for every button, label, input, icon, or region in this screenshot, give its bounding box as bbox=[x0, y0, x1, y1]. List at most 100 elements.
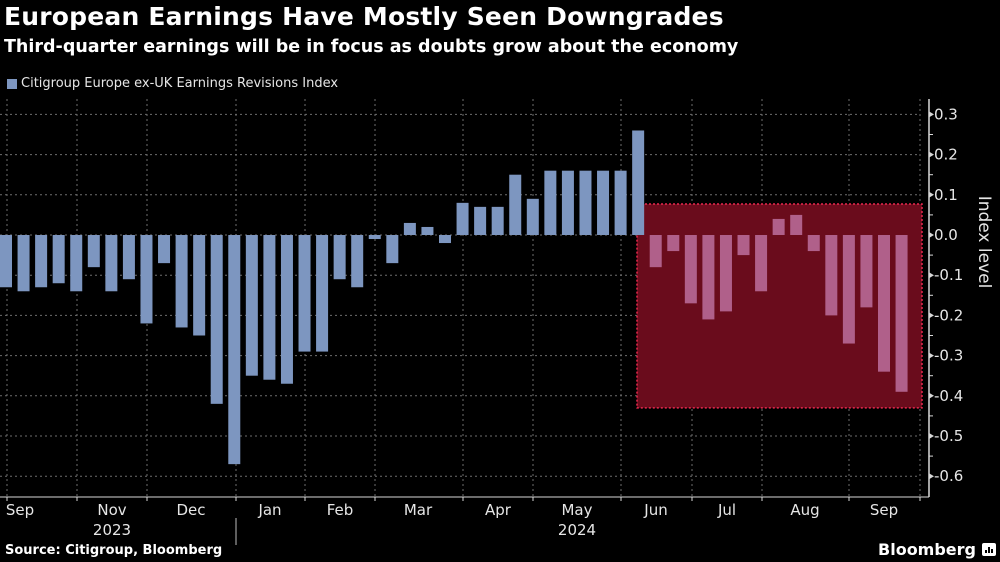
bar bbox=[316, 235, 329, 352]
bar bbox=[87, 235, 100, 268]
bar bbox=[719, 235, 732, 312]
bloomberg-logo: Bloomberg bbox=[878, 540, 976, 559]
y-tick bbox=[929, 352, 934, 359]
x-tick-label: Jan bbox=[257, 501, 281, 519]
y-tick bbox=[929, 111, 934, 118]
bar bbox=[860, 235, 873, 308]
bar bbox=[403, 222, 416, 235]
bar bbox=[122, 235, 135, 280]
x-tick-label: Sep bbox=[870, 501, 898, 519]
bar bbox=[105, 235, 118, 292]
source-note: Source: Citigroup, Bloomberg bbox=[5, 543, 223, 558]
y-tick-label: 0.1 bbox=[934, 186, 958, 204]
bar bbox=[35, 235, 48, 288]
x-tick-label: Apr bbox=[485, 501, 512, 519]
bar bbox=[807, 235, 820, 252]
y-tick bbox=[929, 473, 934, 480]
y-tick-label: -0.5 bbox=[934, 427, 963, 445]
highlight-region bbox=[636, 203, 923, 409]
bar bbox=[702, 235, 715, 320]
bar bbox=[439, 235, 451, 244]
bar bbox=[649, 235, 662, 268]
bar bbox=[210, 235, 223, 404]
bar bbox=[456, 202, 469, 235]
bar bbox=[474, 206, 487, 235]
y-axis-label: Index level bbox=[974, 196, 994, 289]
y-tick-label: -0.1 bbox=[934, 266, 963, 284]
chart-title: European Earnings Have Mostly Seen Downg… bbox=[4, 2, 724, 31]
bar bbox=[491, 206, 504, 235]
bar-chart-icon bbox=[982, 543, 996, 556]
bar bbox=[632, 130, 645, 235]
x-axis: Sep Nov Dec Jan Feb Mar Apr May Jun Jul Aug Sep 2023… bbox=[0, 496, 929, 545]
bar bbox=[298, 235, 311, 352]
y-tick-label: 0.3 bbox=[934, 105, 958, 123]
bar bbox=[0, 235, 12, 288]
bar bbox=[351, 235, 364, 288]
y-tick-label: -0.4 bbox=[934, 387, 963, 405]
x-tick-label: Sep bbox=[6, 501, 34, 519]
x-tick-label: Feb bbox=[327, 501, 354, 519]
x-tick-label: Nov bbox=[97, 501, 126, 519]
legend: Citigroup Europe ex-UK Earnings Revision… bbox=[7, 76, 338, 91]
bar bbox=[579, 170, 592, 235]
x-tick-label: Mar bbox=[404, 501, 433, 519]
legend-swatch bbox=[7, 78, 17, 89]
bar bbox=[895, 235, 908, 392]
bar bbox=[17, 235, 30, 292]
y-tick-label: -0.3 bbox=[934, 347, 963, 365]
bar bbox=[333, 235, 346, 280]
bar bbox=[280, 235, 293, 384]
bar bbox=[684, 235, 697, 304]
x-year-label: 2023 bbox=[93, 521, 131, 539]
y-tick-label: -0.2 bbox=[934, 306, 963, 324]
bar bbox=[263, 235, 276, 380]
bar bbox=[526, 198, 539, 235]
bar bbox=[842, 235, 855, 344]
y-tick bbox=[929, 392, 934, 399]
x-tick-label: Jul bbox=[717, 501, 736, 519]
bar bbox=[561, 170, 574, 235]
y-tick-label: 0.0 bbox=[934, 226, 958, 244]
legend-label: Citigroup Europe ex-UK Earnings Revision… bbox=[21, 76, 339, 91]
y-tick bbox=[929, 312, 934, 319]
bar bbox=[228, 235, 241, 465]
bar bbox=[544, 170, 557, 235]
bar bbox=[193, 235, 206, 336]
y-tick bbox=[929, 151, 934, 158]
bar bbox=[245, 235, 258, 376]
y-tick-label: 0.2 bbox=[934, 146, 958, 164]
x-year-label: 2024 bbox=[558, 521, 596, 539]
bar bbox=[825, 235, 838, 316]
bar bbox=[737, 235, 750, 256]
y-tick bbox=[929, 433, 934, 439]
bar bbox=[158, 235, 171, 264]
bar bbox=[755, 235, 768, 292]
bar bbox=[790, 214, 803, 235]
bar bbox=[175, 235, 188, 328]
bar bbox=[667, 235, 680, 252]
y-tick bbox=[929, 272, 934, 279]
bar bbox=[368, 235, 381, 240]
x-tick-label: Dec bbox=[176, 501, 205, 519]
x-tick-label: May bbox=[561, 501, 592, 519]
bar bbox=[52, 235, 65, 284]
x-tick-label: Jun bbox=[643, 501, 667, 519]
x-tick-label: Aug bbox=[790, 501, 819, 519]
bar bbox=[421, 226, 434, 235]
bar bbox=[509, 174, 522, 235]
bars bbox=[0, 130, 908, 465]
bar bbox=[597, 170, 610, 235]
bar bbox=[140, 235, 153, 324]
y-tick bbox=[929, 232, 934, 238]
chart-subtitle: Third-quarter earnings will be in focus … bbox=[4, 37, 739, 57]
y-tick-label: -0.6 bbox=[934, 467, 963, 485]
y-tick bbox=[929, 191, 934, 198]
bar bbox=[878, 235, 890, 372]
y-axis: 0.3 0.2 0.1 0.0 -0.1 -0.2 -0.3 -0.4 -0.5 -0.6 bbox=[928, 99, 963, 497]
bar bbox=[386, 235, 399, 264]
bar bbox=[614, 170, 627, 235]
bar bbox=[70, 235, 83, 292]
bar bbox=[772, 218, 785, 235]
